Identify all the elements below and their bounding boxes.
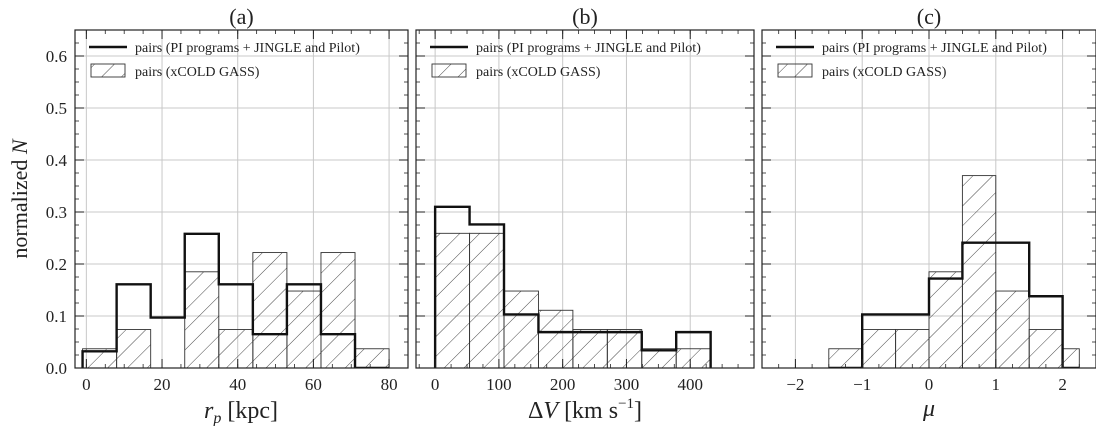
legend-hatch-swatch [431, 63, 467, 78]
x-tick-label: 100 [486, 375, 512, 394]
x-tick-label: 40 [229, 375, 246, 394]
hatched-bar [928, 271, 963, 368]
x-tick-label: 0 [431, 375, 440, 394]
x-tick-label: −1 [853, 375, 871, 394]
y-axis-label: normalized N [7, 138, 32, 258]
hatched-bar [116, 329, 152, 368]
hatched-bar [995, 290, 1030, 368]
hatched-bar [320, 252, 356, 368]
hatched-bar [572, 329, 608, 368]
step-line-series [81, 232, 390, 368]
y-tick-label: 0.0 [46, 359, 67, 378]
series-area-0 [81, 232, 390, 368]
legend-label-pairs-xcold: pairs (xCOLD GASS) [476, 65, 601, 80]
series-area-1 [433, 205, 712, 368]
hatched-bar [354, 348, 390, 368]
panel-label: (c) [917, 4, 941, 29]
hatched-bar [1028, 329, 1064, 368]
x-tick-label: 300 [614, 375, 640, 394]
x-axis-label-c: μ [922, 396, 935, 422]
y-tick-label: 0.4 [46, 151, 68, 170]
y-tick-label: 0.2 [46, 255, 67, 274]
legend-hatch-swatch [777, 63, 813, 78]
hatched-bar [961, 175, 997, 368]
series-area-2 [828, 175, 1080, 368]
x-axis-label-a: rp [kpc] [204, 398, 278, 426]
hatched-bar [641, 348, 677, 368]
hatched-bar [537, 309, 574, 368]
panel-label: (b) [572, 4, 598, 29]
x-tick-label: 400 [677, 375, 703, 394]
y-tick-label: 0.3 [46, 203, 67, 222]
hatched-bar [469, 232, 505, 368]
x-axis-label-b: ΔV [km s−1] [528, 396, 642, 424]
legend-label-pairs-xcold: pairs (xCOLD GASS) [135, 65, 260, 80]
hatched-bar [184, 271, 220, 368]
hatched-bar [218, 329, 254, 368]
y-tick-label: 0.6 [46, 47, 67, 66]
x-tick-label: −2 [786, 375, 804, 394]
hatched-bar [434, 232, 471, 368]
legend-label-pairs-pi: pairs (PI programs + JINGLE and Pilot) [135, 41, 360, 56]
y-tick-label: 0.1 [46, 307, 67, 326]
x-tick-label: 0 [925, 375, 934, 394]
step-line-series [828, 241, 1080, 368]
y-tick-label: 0.5 [46, 99, 67, 118]
x-tick-label: 200 [550, 375, 576, 394]
x-tick-label: 1 [992, 375, 1001, 394]
hatched-bar [895, 329, 930, 368]
x-tick-label: 20 [154, 375, 171, 394]
x-tick-label: 0 [82, 375, 91, 394]
hatched-bar [286, 290, 322, 368]
legend-hatch-swatch [90, 63, 126, 78]
hatched-bar [1062, 348, 1080, 368]
legend-label-pairs-pi: pairs (PI programs + JINGLE and Pilot) [476, 41, 701, 56]
step-line-series [433, 205, 712, 368]
hatched-bar [606, 329, 643, 368]
hatched-bar [503, 290, 539, 368]
legend-label-pairs-xcold: pairs (xCOLD GASS) [822, 65, 947, 80]
legend-label-pairs-pi: pairs (PI programs + JINGLE and Pilot) [822, 41, 1047, 56]
panel-2: −2 −1 0 1 2 (c) pairs (PI programs + JINGLE an… [761, 4, 1096, 394]
panel-label: (a) [229, 4, 253, 29]
hatched-bar [252, 252, 288, 368]
axes-frame-0 [74, 29, 409, 369]
panel-0: 0 20 40 60 80 (a) pairs (PI programs + JINGLE … [74, 4, 409, 394]
x-tick-label: 80 [381, 375, 398, 394]
x-tick-label: 60 [305, 375, 322, 394]
hatched-bar [675, 348, 712, 368]
hatched-bar [861, 329, 897, 368]
x-tick-label: 2 [1058, 375, 1067, 394]
panel-1: 0 100 200 300 400 (b) pairs (PI programs + JIN… [415, 4, 755, 394]
